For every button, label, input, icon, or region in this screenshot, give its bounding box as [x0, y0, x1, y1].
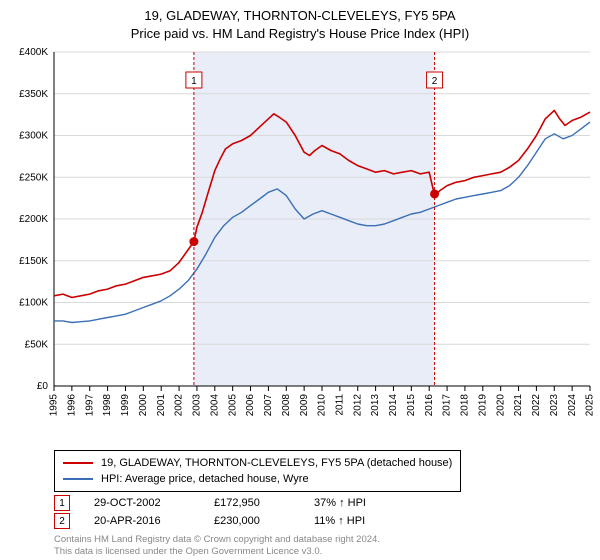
svg-text:2014: 2014	[388, 394, 399, 417]
svg-text:2002: 2002	[174, 394, 185, 417]
sale-marker-box: 1	[54, 495, 70, 511]
svg-text:1996: 1996	[67, 394, 78, 417]
title-address: 19, GLADEWAY, THORNTON-CLEVELEYS, FY5 5P…	[0, 8, 600, 23]
footer-line1: Contains HM Land Registry data © Crown c…	[54, 534, 380, 546]
svg-text:2011: 2011	[335, 394, 346, 416]
svg-text:2015: 2015	[406, 394, 417, 417]
svg-text:2022: 2022	[531, 394, 542, 417]
svg-text:1995: 1995	[49, 394, 60, 417]
svg-text:2016: 2016	[424, 394, 435, 417]
svg-text:£400K: £400K	[19, 47, 48, 58]
svg-text:2017: 2017	[442, 394, 453, 417]
svg-text:£150K: £150K	[19, 256, 48, 267]
svg-text:2012: 2012	[352, 394, 363, 417]
svg-text:1998: 1998	[102, 394, 113, 417]
sale-price: £230,000	[214, 515, 314, 527]
svg-text:2003: 2003	[192, 394, 203, 417]
legend-label: 19, GLADEWAY, THORNTON-CLEVELEYS, FY5 5P…	[101, 455, 452, 471]
sale-price: £172,950	[214, 497, 314, 509]
sale-marker-box: 2	[54, 513, 70, 529]
svg-text:1: 1	[191, 76, 197, 87]
svg-text:2023: 2023	[549, 394, 560, 417]
svg-text:£0: £0	[37, 381, 49, 392]
svg-text:£50K: £50K	[25, 339, 49, 350]
legend: 19, GLADEWAY, THORNTON-CLEVELEYS, FY5 5P…	[54, 450, 461, 492]
sale-row: 2 20-APR-2016£230,00011% ↑ HPI	[54, 512, 434, 530]
legend-row: 19, GLADEWAY, THORNTON-CLEVELEYS, FY5 5P…	[63, 455, 452, 471]
svg-text:2013: 2013	[370, 394, 381, 417]
sale-pct: 11% ↑ HPI	[314, 515, 434, 527]
svg-text:2010: 2010	[317, 394, 328, 417]
svg-text:2019: 2019	[477, 394, 488, 417]
legend-label: HPI: Average price, detached house, Wyre	[101, 471, 309, 487]
sale-date: 20-APR-2016	[94, 515, 214, 527]
svg-text:£200K: £200K	[19, 214, 48, 225]
svg-text:2004: 2004	[209, 394, 220, 417]
svg-text:2000: 2000	[138, 394, 149, 417]
svg-text:2024: 2024	[567, 394, 578, 417]
svg-text:2025: 2025	[585, 394, 596, 417]
svg-text:2020: 2020	[495, 394, 506, 417]
svg-text:2005: 2005	[227, 394, 238, 417]
footer-text: Contains HM Land Registry data © Crown c…	[54, 534, 380, 558]
svg-text:£100K: £100K	[19, 298, 48, 309]
legend-swatch	[63, 478, 93, 480]
svg-text:2009: 2009	[299, 394, 310, 417]
svg-text:£250K: £250K	[19, 172, 48, 183]
svg-text:£350K: £350K	[19, 89, 48, 100]
sale-pct: 37% ↑ HPI	[314, 497, 434, 509]
legend-swatch	[63, 462, 93, 464]
svg-text:2018: 2018	[460, 394, 471, 417]
svg-text:2021: 2021	[513, 394, 524, 417]
svg-text:1997: 1997	[84, 394, 95, 417]
svg-text:2001: 2001	[156, 394, 167, 417]
svg-text:2: 2	[432, 76, 438, 87]
price-chart: £0 £50K £100K £150K £200K £250K £300K £350K £400…	[0, 46, 600, 446]
svg-text:2008: 2008	[281, 394, 292, 417]
svg-text:1999: 1999	[120, 394, 131, 417]
legend-row: HPI: Average price, detached house, Wyre	[63, 471, 452, 487]
sale-date: 29-OCT-2002	[94, 497, 214, 509]
svg-text:2007: 2007	[263, 394, 274, 417]
svg-text:2006: 2006	[245, 394, 256, 417]
svg-text:£300K: £300K	[19, 131, 48, 142]
chart-container: 19, GLADEWAY, THORNTON-CLEVELEYS, FY5 5P…	[0, 0, 600, 560]
sale-row: 1 29-OCT-2002£172,95037% ↑ HPI	[54, 494, 434, 512]
footer-line2: This data is licensed under the Open Gov…	[54, 546, 380, 558]
title-subtitle: Price paid vs. HM Land Registry's House …	[0, 26, 600, 41]
sales-table: 1 29-OCT-2002£172,95037% ↑ HPI 2 20-APR-201…	[54, 494, 434, 530]
